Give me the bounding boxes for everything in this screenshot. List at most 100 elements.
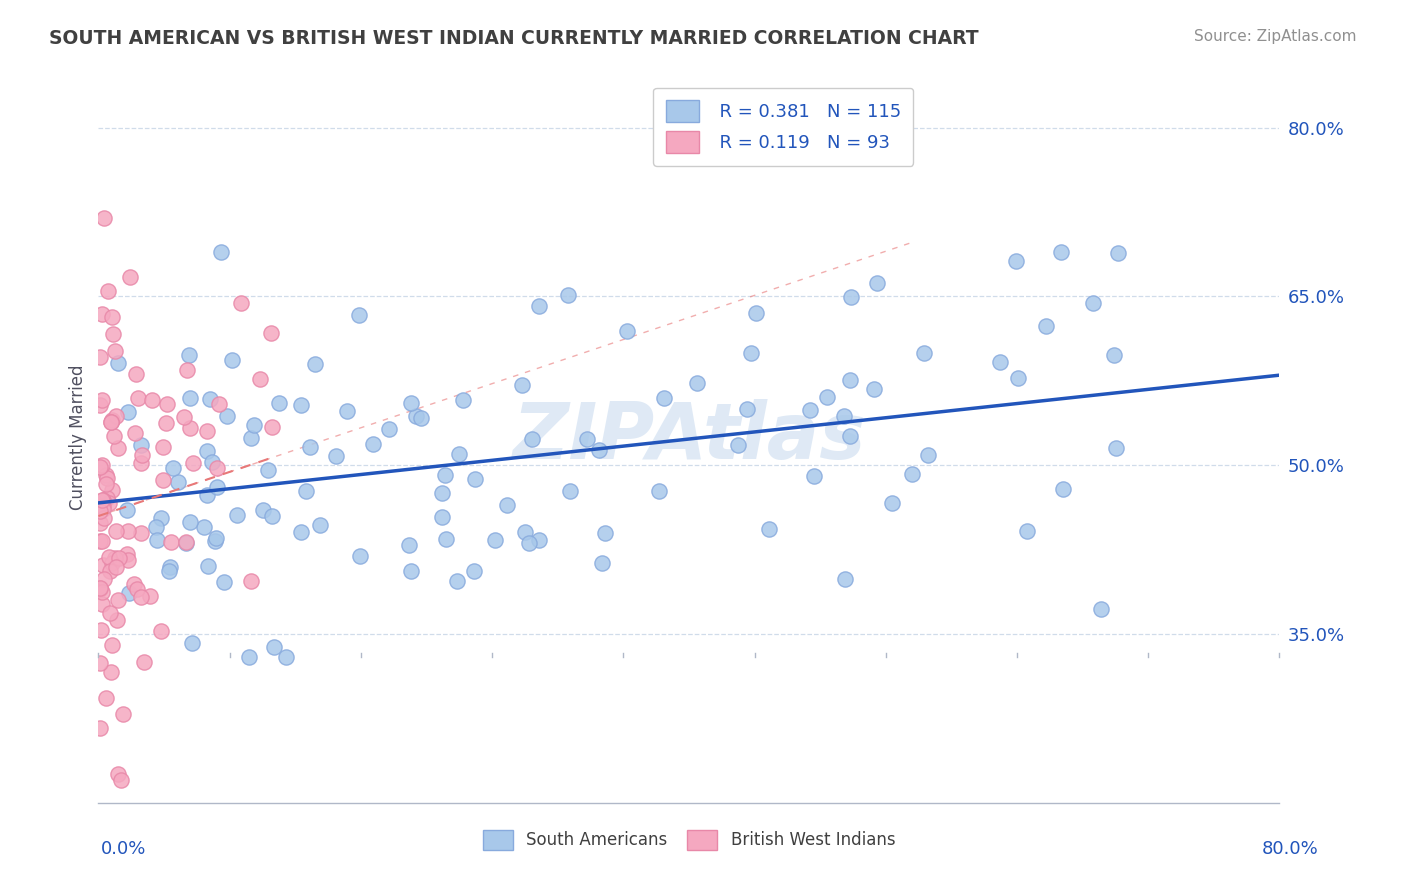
Point: [1090, 601, 1112, 615]
Point: [90, 492, 112, 507]
Point: [179, 392, 201, 406]
Point: [758, 522, 780, 536]
Point: [89, 582, 111, 596]
Point: [146, 533, 169, 547]
Point: [138, 590, 160, 604]
Point: [207, 461, 229, 475]
Point: [839, 373, 862, 387]
Point: [361, 437, 384, 451]
Point: [398, 538, 420, 552]
Point: [176, 362, 198, 376]
Point: [117, 405, 139, 419]
Point: [309, 517, 332, 532]
Point: [1050, 245, 1073, 260]
Point: [411, 410, 433, 425]
Point: [290, 398, 312, 412]
Point: [129, 456, 152, 470]
Point: [405, 409, 427, 423]
Point: [226, 508, 249, 522]
Point: [101, 413, 124, 427]
Point: [841, 290, 863, 304]
Point: [98, 607, 121, 621]
Point: [815, 390, 838, 404]
Point: [560, 483, 582, 498]
Point: [115, 503, 138, 517]
Point: [901, 467, 924, 481]
Point: [1015, 524, 1038, 538]
Point: [131, 525, 153, 540]
Point: [104, 344, 127, 359]
Point: [89, 350, 111, 364]
Text: Source: ZipAtlas.com: Source: ZipAtlas.com: [1194, 29, 1357, 44]
Point: [262, 420, 284, 434]
Point: [866, 277, 889, 291]
Point: [90, 307, 112, 321]
Point: [517, 536, 540, 550]
Y-axis label: Currently Married: Currently Married: [69, 364, 87, 510]
Point: [434, 532, 457, 546]
Point: [90, 585, 112, 599]
Point: [91, 499, 114, 513]
Point: [917, 448, 939, 462]
Point: [882, 496, 904, 510]
Point: [294, 483, 316, 498]
Text: SOUTH AMERICAN VS BRITISH WEST INDIAN CURRENTLY MARRIED CORRELATION CHART: SOUTH AMERICAN VS BRITISH WEST INDIAN CU…: [49, 29, 979, 47]
Point: [117, 553, 139, 567]
Point: [269, 396, 291, 410]
Point: [686, 376, 709, 391]
Point: [101, 310, 124, 325]
Point: [449, 447, 471, 461]
Point: [432, 485, 454, 500]
Point: [129, 438, 152, 452]
Point: [89, 721, 111, 735]
Point: [839, 429, 862, 443]
Point: [446, 574, 468, 588]
Point: [120, 270, 142, 285]
Point: [94, 468, 117, 483]
Point: [98, 564, 121, 578]
Point: [91, 458, 114, 472]
Point: [129, 590, 152, 604]
Point: [100, 415, 122, 429]
Point: [89, 581, 111, 595]
Point: [127, 392, 149, 406]
Point: [179, 420, 201, 434]
Point: [107, 441, 129, 455]
Point: [242, 417, 264, 432]
Point: [527, 299, 550, 313]
Point: [201, 455, 224, 469]
Point: [737, 401, 759, 416]
Point: [162, 461, 184, 475]
Point: [298, 440, 321, 454]
Point: [98, 550, 121, 565]
Point: [522, 432, 544, 446]
Point: [430, 510, 453, 524]
Point: [263, 640, 285, 654]
Point: [149, 624, 172, 639]
Point: [799, 403, 821, 417]
Point: [336, 404, 359, 418]
Point: [215, 409, 238, 423]
Point: [464, 472, 486, 486]
Text: ZIPAtlas: ZIPAtlas: [512, 399, 866, 475]
Point: [347, 308, 370, 322]
Point: [198, 392, 221, 406]
Point: [174, 536, 197, 550]
Point: [179, 515, 201, 529]
Point: [803, 468, 825, 483]
Point: [155, 416, 177, 430]
Point: [132, 655, 155, 669]
Point: [1052, 483, 1074, 497]
Point: [591, 556, 613, 570]
Point: [100, 483, 122, 498]
Point: [1105, 441, 1128, 455]
Point: [90, 533, 112, 548]
Point: [740, 346, 762, 360]
Point: [510, 378, 533, 392]
Point: [988, 354, 1011, 368]
Point: [239, 574, 262, 588]
Point: [197, 558, 219, 573]
Point: [160, 534, 183, 549]
Point: [104, 550, 127, 565]
Point: [208, 397, 231, 411]
